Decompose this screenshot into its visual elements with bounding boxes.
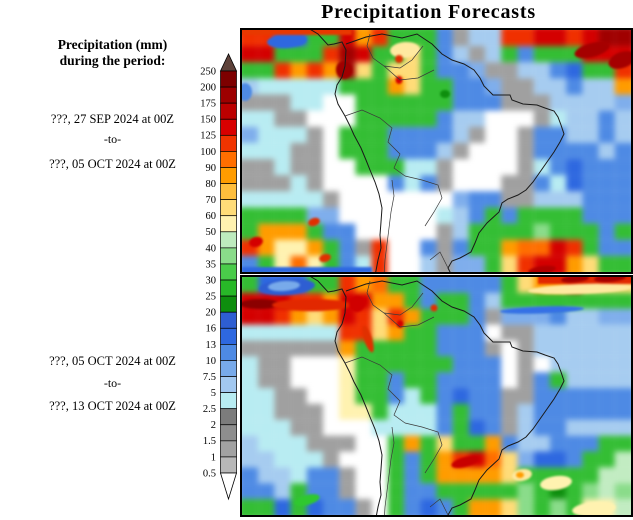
svg-text:35: 35 (206, 259, 217, 270)
svg-text:150: 150 (200, 115, 216, 126)
svg-text:250: 250 (200, 66, 216, 77)
svg-text:16: 16 (206, 324, 217, 335)
svg-text:1.5: 1.5 (203, 436, 216, 447)
svg-text:2.5: 2.5 (203, 404, 216, 415)
svg-text:200: 200 (200, 82, 216, 93)
svg-text:125: 125 (200, 131, 216, 142)
svg-text:25: 25 (206, 292, 217, 303)
svg-text:100: 100 (200, 147, 216, 158)
svg-text:90: 90 (206, 163, 217, 174)
svg-text:50: 50 (206, 227, 217, 238)
svg-text:20: 20 (206, 308, 217, 319)
svg-text:30: 30 (206, 275, 217, 286)
svg-text:2: 2 (211, 420, 216, 431)
svg-text:5: 5 (211, 388, 216, 399)
svg-text:0.5: 0.5 (203, 468, 216, 479)
svg-text:13: 13 (206, 340, 217, 351)
svg-text:10: 10 (206, 356, 217, 367)
svg-text:7.5: 7.5 (203, 372, 216, 383)
svg-text:70: 70 (206, 195, 217, 206)
svg-text:80: 80 (206, 179, 217, 190)
svg-text:175: 175 (200, 99, 216, 110)
svg-text:60: 60 (206, 211, 217, 222)
svg-text:1: 1 (211, 452, 216, 463)
svg-text:40: 40 (206, 243, 217, 254)
